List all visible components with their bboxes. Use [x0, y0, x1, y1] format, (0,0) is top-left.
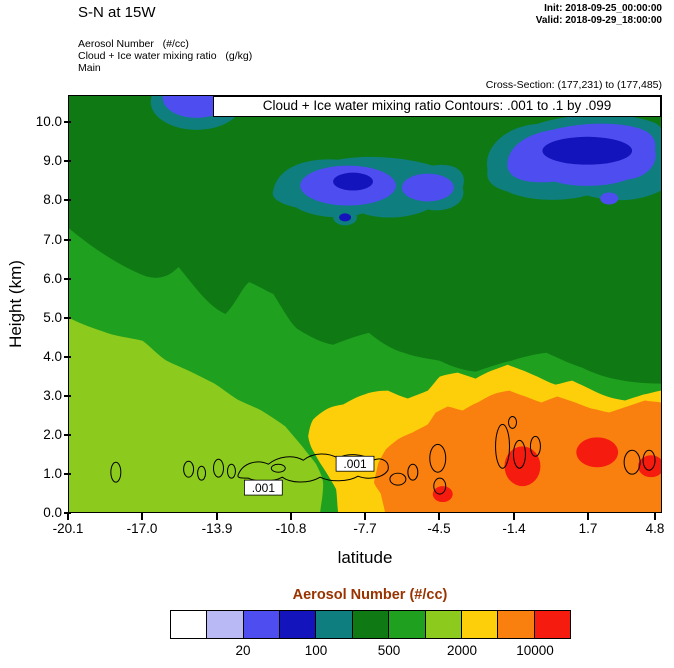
colorbar-swatch	[352, 611, 390, 638]
x-tick-label: 4.8	[630, 513, 674, 536]
x-tick-label: -7.7	[340, 513, 390, 536]
colorbar-swatch	[534, 611, 570, 638]
colorbar-swatch	[243, 611, 281, 638]
colorbar-swatch	[461, 611, 499, 638]
field-label-domain: Main	[78, 62, 101, 74]
contour-labels: .001 .001	[244, 455, 375, 496]
colorbar	[170, 610, 571, 639]
colorbar-swatch	[171, 611, 208, 638]
y-tick-label: 1.0	[18, 466, 71, 482]
colorbar-tick-label: 20	[235, 643, 251, 658]
cloud-contour-lines	[110, 415, 656, 495]
y-tick-label: 10.0	[18, 114, 71, 130]
x-axis-title: latitude	[337, 548, 393, 567]
contour-title-box: Cloud + Ice water mixing ratio Contours:…	[213, 96, 661, 117]
y-tick-label: 5.0	[18, 310, 71, 326]
y-tick-label: 4.0	[18, 349, 71, 365]
colorbar-title: Aerosol Number (#/cc)	[292, 587, 448, 603]
colorbar-swatch	[498, 611, 535, 638]
init-timestamp: Init: 2018-09-25_00:00:00	[544, 3, 662, 14]
fill-region-dark-blue-dot	[339, 213, 352, 222]
contour-label-box	[244, 479, 283, 496]
valid-timestamp: Valid: 2018-09-29_18:00:00	[535, 15, 662, 26]
colorbar-tick-label: 100	[304, 643, 328, 658]
page-title: S-N at 15W	[78, 4, 156, 21]
x-tick-label: -20.1	[43, 513, 93, 536]
fill-region-yellow-green-wedge	[69, 317, 324, 512]
colorbar-swatch	[207, 611, 244, 638]
y-tick-label: 2.0	[18, 427, 71, 443]
y-tick-label: 3.0	[18, 388, 71, 404]
field-label-cloud-ice: Cloud + Ice water mixing ratio (g/kg)	[78, 50, 253, 62]
contour-plot: .001 .001	[69, 96, 661, 512]
colorbar-swatch	[389, 611, 426, 638]
y-tick-label: 6.0	[18, 271, 71, 287]
fill-region-dark-blue-core-right	[542, 136, 633, 165]
x-tick-label: -1.4	[489, 513, 539, 536]
contour-label: .001	[252, 481, 276, 495]
colorbar-tick-label: 500	[377, 643, 401, 658]
contour-label: .001	[343, 457, 367, 471]
x-tick-label: -10.8	[266, 513, 316, 536]
colorbar-swatch	[425, 611, 462, 638]
colorbar-tick-label: 2000	[446, 643, 478, 658]
contour-label-box	[335, 455, 375, 472]
cross-section-label: Cross-Section: (177,231) to (177,485)	[485, 79, 662, 91]
fill-region-red-core	[576, 437, 619, 468]
y-tick-label: 7.0	[18, 232, 71, 248]
x-tick-label: -17.0	[117, 513, 167, 536]
colorbar-tick-label: 10000	[516, 643, 554, 658]
y-tick-label: 0.0	[18, 505, 71, 521]
fill-region-blue-central	[401, 173, 454, 202]
fill-region-blue-dot	[600, 192, 619, 205]
field-label-aerosol: Aerosol Number (#/cc)	[78, 38, 189, 50]
y-tick-label: 9.0	[18, 153, 71, 169]
plot-area: .001 .001	[68, 95, 662, 513]
x-tick-label: 1.7	[563, 513, 613, 536]
fill-region-dark-blue-core	[333, 172, 373, 191]
y-tick-label: 8.0	[18, 192, 71, 208]
x-tick-label: -13.9	[192, 513, 242, 536]
x-tick-label: -4.5	[414, 513, 464, 536]
colorbar-swatch	[280, 611, 317, 638]
fill-region-red-core	[432, 486, 453, 503]
colorbar-swatch	[316, 611, 353, 638]
